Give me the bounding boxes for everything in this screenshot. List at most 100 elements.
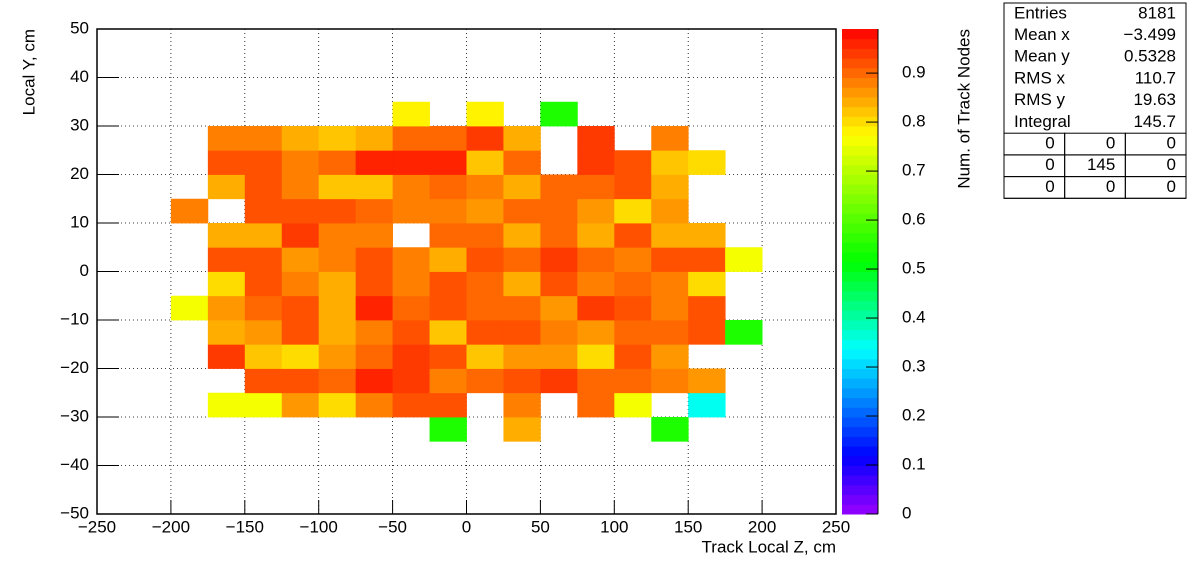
heat-cell — [614, 344, 652, 369]
y-tick-label: −20 — [60, 358, 89, 377]
heat-cell — [614, 392, 652, 418]
heat-cell — [614, 295, 652, 321]
heat-cell — [281, 295, 320, 321]
heat-cell — [614, 368, 652, 394]
x-tick-label: −100 — [300, 517, 338, 536]
heat-cell — [355, 295, 393, 321]
colorbar-band — [842, 213, 878, 224]
colorbar-band — [842, 242, 878, 253]
heat-cell — [503, 150, 541, 175]
heat-cell — [577, 368, 615, 394]
x-tick-label: 250 — [822, 517, 850, 536]
heat-cell — [688, 247, 726, 272]
heat-cell — [281, 271, 320, 297]
colorbar-band — [842, 446, 878, 457]
colorbar-band — [842, 339, 878, 350]
y-tick-label: −30 — [60, 406, 89, 425]
heat-cell — [429, 126, 467, 151]
colorbar-band — [842, 48, 878, 59]
colorbar-band — [842, 329, 878, 340]
heat-cell — [651, 344, 689, 369]
stats-box — [1003, 2, 1187, 199]
heat-cell — [651, 150, 689, 175]
colorbar-band — [842, 494, 878, 505]
x-tick-label: 50 — [531, 517, 550, 536]
y-tick-label: −40 — [60, 455, 89, 474]
heat-cell — [429, 150, 467, 175]
heat-cell — [392, 198, 430, 224]
z-tick-label: 0.7 — [902, 161, 926, 180]
heat-cell — [540, 320, 578, 345]
colorbar-band — [842, 378, 878, 389]
colorbar-band — [842, 368, 878, 379]
colorbar-band — [842, 135, 878, 146]
z-tick-label: 0.3 — [902, 357, 926, 376]
stats-value: −3.499 — [1124, 25, 1176, 44]
stats-value: 8181 — [1138, 3, 1176, 22]
heat-cell — [466, 223, 504, 248]
y-axis-title: Local Y, cm — [19, 29, 38, 115]
heat-cell — [244, 126, 283, 151]
colorbar-band — [842, 504, 878, 515]
heat-cell — [651, 417, 689, 442]
stats-value: 110.7 — [1135, 68, 1176, 87]
heat-cell — [503, 126, 541, 151]
colorbar-band — [842, 281, 878, 292]
heat-cell — [244, 198, 283, 224]
colorbar-band — [842, 465, 878, 476]
heat-cell — [540, 174, 578, 200]
heat-cell — [577, 392, 615, 418]
heat-cell — [207, 150, 246, 175]
overflow-value: 0 — [1106, 134, 1115, 153]
heat-cell — [614, 271, 652, 297]
y-tick-label: 50 — [70, 18, 89, 37]
heat-cell — [540, 247, 578, 272]
heat-cell — [318, 198, 357, 224]
stats-name: RMS y — [1014, 90, 1066, 109]
heat-cell — [688, 368, 726, 394]
heat-cell — [466, 174, 504, 200]
colorbar-band — [842, 77, 878, 88]
y-tick-label: 30 — [70, 115, 89, 134]
heat-cell — [429, 417, 467, 442]
heat-cell — [651, 198, 689, 224]
heat-cell — [318, 271, 357, 297]
heat-cell — [170, 295, 209, 321]
overflow-value: 0 — [1167, 155, 1176, 174]
colorbar-band — [842, 397, 878, 408]
overflow-value: 0 — [1045, 134, 1054, 153]
colorbar-band — [842, 67, 878, 78]
heat-cell — [429, 174, 467, 200]
heat-cell — [466, 295, 504, 321]
colorbar-band — [842, 203, 878, 214]
colorbar-band — [842, 310, 878, 321]
heat-cell — [503, 320, 541, 345]
heat-cell — [355, 320, 393, 345]
heat-cell — [466, 344, 504, 369]
colorbar-band — [842, 349, 878, 360]
y-tick-label: −10 — [60, 309, 89, 328]
colorbar-band — [842, 184, 878, 195]
heat-cell — [207, 295, 246, 321]
overflow-cell — [1124, 176, 1187, 199]
stats-value: 145.7 — [1133, 112, 1176, 131]
colorbar-band — [842, 455, 878, 466]
colorbar-band — [842, 290, 878, 302]
heat-cell — [503, 344, 541, 369]
heat-cell — [577, 174, 615, 200]
heat-cell — [503, 174, 541, 200]
heat-cell — [207, 126, 246, 151]
overflow-value: 145 — [1087, 155, 1115, 174]
heat-cell — [392, 101, 430, 127]
heat-cell — [244, 295, 283, 321]
heat-cell — [540, 368, 578, 394]
x-tick-label: 0 — [462, 517, 471, 536]
heat-cell — [577, 247, 615, 272]
heat-cell — [614, 174, 652, 200]
x-tick-label: −50 — [378, 517, 407, 536]
heat-cell — [355, 198, 393, 224]
stats-value: 19.63 — [1133, 90, 1176, 109]
colorbar-band — [842, 96, 878, 108]
heat-cell — [503, 198, 541, 224]
heat-cell — [503, 271, 541, 297]
